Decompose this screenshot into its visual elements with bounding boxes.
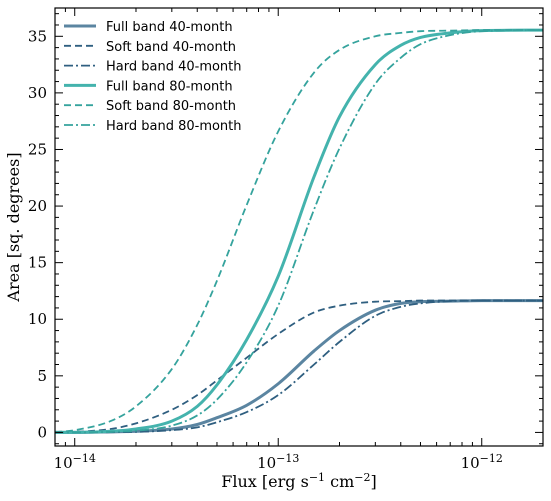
axis-tick-labels: 0 5 10 15 20 25 30 35 10−14 10−13 10−12 [28, 27, 503, 472]
y-axis-label: Area [sq. degrees] [4, 152, 23, 302]
axis-ticks [54, 8, 544, 446]
series-line-4 [54, 29, 543, 434]
x-axis-label-sup1: −1 [309, 471, 325, 484]
x-axis-label-sup2: −2 [354, 471, 370, 484]
legend-label-5: Hard band 80-month [106, 119, 242, 134]
series-line-1 [54, 299, 543, 434]
legend-label-1: Soft band 40-month [106, 40, 236, 55]
legend: Full band 40-month Soft band 40-month Hard… [64, 20, 242, 134]
y-tick-label-7: 35 [28, 27, 47, 45]
series-line-3 [55, 28, 544, 434]
x-axis-label-main: Flux [erg s [221, 472, 309, 491]
legend-label-0: Full band 40-month [106, 20, 233, 35]
y-tick-label-3: 15 [28, 254, 47, 272]
y-tick-label-2: 10 [28, 310, 47, 328]
x-tick-label-0: 10−14 [54, 452, 96, 473]
x-axis-label: Flux [erg s−1 cm−2] [221, 471, 376, 492]
x-tick-label-2: 10−12 [461, 452, 503, 473]
x-axis-label-end: ] [370, 472, 376, 491]
series-line-5 [55, 29, 544, 434]
legend-label-4: Soft band 80-month [106, 99, 236, 114]
y-tick-label-0: 0 [37, 423, 47, 441]
legend-label-3: Full band 80-month [106, 79, 233, 94]
y-tick-label-1: 5 [37, 367, 47, 385]
y-tick-label-6: 30 [28, 84, 47, 102]
legend-label-2: Hard band 40-month [106, 60, 242, 75]
plot-frame [54, 7, 544, 447]
x-axis-label-mid: cm [325, 472, 354, 491]
plot-lines [54, 28, 544, 434]
x-tick-label-1: 10−13 [257, 452, 299, 473]
y-tick-label-5: 25 [28, 140, 47, 158]
y-tick-label-4: 20 [28, 197, 47, 215]
